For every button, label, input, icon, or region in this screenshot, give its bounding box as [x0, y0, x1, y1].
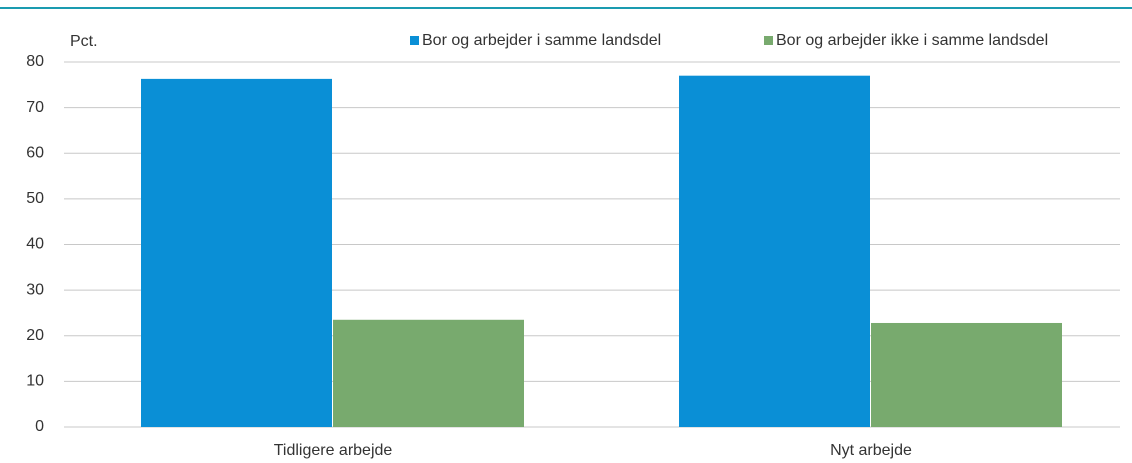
- bar: [141, 78, 332, 427]
- bar: [333, 319, 524, 427]
- y-tick-label: 10: [26, 373, 44, 390]
- legend-label: Bor og arbejder ikke i samme landsdel: [776, 32, 1048, 49]
- y-tick-label: 30: [26, 281, 44, 298]
- bar: [871, 322, 1062, 427]
- x-tick-label: Tidligere arbejde: [274, 442, 393, 459]
- y-tick-label: 60: [26, 144, 44, 161]
- bar: [679, 75, 870, 427]
- legend-swatch: [410, 36, 419, 45]
- x-tick-label: Nyt arbejde: [830, 442, 912, 459]
- y-tick-label: 0: [35, 418, 44, 435]
- legend-swatch: [764, 36, 773, 45]
- y-tick-label: 20: [26, 327, 44, 344]
- y-tick-label: 50: [26, 190, 44, 207]
- y-tick-label: 70: [26, 99, 44, 116]
- y-axis-label: Pct.: [70, 33, 98, 50]
- y-tick-label: 80: [26, 53, 44, 70]
- legend-label: Bor og arbejder i samme landsdel: [422, 32, 661, 49]
- y-tick-label: 40: [26, 236, 44, 253]
